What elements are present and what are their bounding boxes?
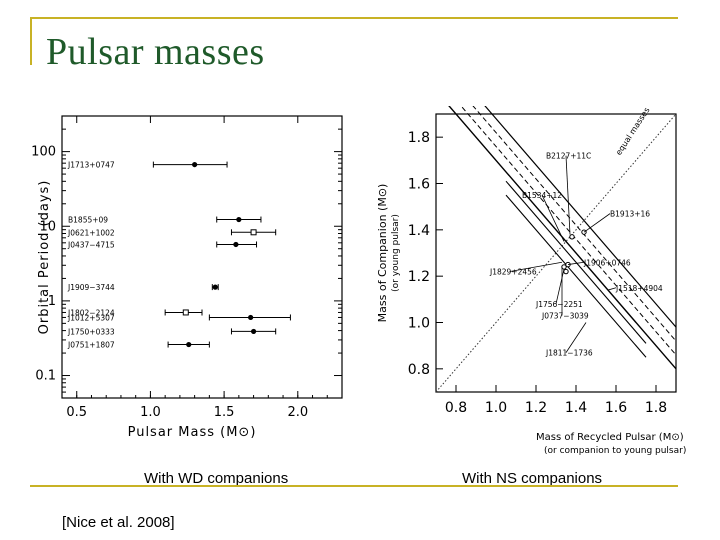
pulsar-label: J0621+1002	[67, 228, 115, 237]
data-point	[236, 216, 242, 223]
frame-bottom-line	[30, 485, 678, 487]
pulsar-label: J1802−2124	[67, 308, 115, 317]
y-tick-label: 0.1	[35, 369, 56, 384]
x-tick-label: 0.8	[445, 400, 467, 416]
y-tick-label: 1.6	[408, 177, 430, 193]
slide-title: Pulsar masses	[46, 31, 265, 73]
y-tick-label: 10	[39, 219, 56, 234]
pulsar-label: J1829+2456	[489, 268, 537, 277]
pulsar-label: J0751+1807	[67, 341, 115, 350]
wd-companions-chart: 0.5 1.0 1.5 2.0 0.1 1 10 100 J1713+0747 B1855+09 J…	[31, 115, 343, 440]
pulsar-label: B1534+12	[522, 191, 562, 200]
frame-left-line	[30, 17, 32, 65]
x-axis-sublabel: (or companion to young pulsar)	[544, 446, 686, 456]
pointer-line	[607, 287, 617, 291]
data-point	[192, 161, 198, 168]
plot-frame	[435, 113, 677, 393]
pointer-line	[541, 194, 565, 242]
x-tick-label: 1.5	[214, 405, 235, 420]
y-tick-label: 1.2	[408, 269, 430, 285]
mass-constraint-line	[484, 106, 677, 328]
data-point	[186, 341, 192, 348]
pointer-line	[565, 155, 571, 235]
y-tick-label: 0.8	[408, 362, 430, 378]
data-point-open	[182, 309, 189, 316]
x-tick-label: 1.0	[140, 405, 161, 420]
j1518-constraint-line	[505, 194, 647, 358]
pulsar-label: J0437−4715	[67, 240, 115, 249]
y-tick-label: 1.0	[408, 316, 430, 332]
pulsar-label: B1913+16	[610, 210, 650, 219]
pointer-line	[583, 213, 611, 233]
x-tick-label: 0.5	[66, 405, 87, 420]
y-tick-label: 1.8	[408, 130, 430, 146]
pointer-line	[567, 261, 585, 265]
data-point-open	[250, 229, 257, 236]
y-axis-label: Mass of Companion (M⊙)	[376, 184, 389, 323]
j1518-constraint-line	[505, 180, 647, 344]
pulsar-label: J1756−2251	[535, 300, 583, 309]
pointer-line	[555, 269, 565, 305]
x-axis-label: Pulsar Mass (M⊙)	[128, 425, 257, 440]
data-point	[250, 328, 257, 335]
pulsar-label: J1518+4904	[615, 284, 663, 293]
pulsar-label: J1713+0747	[67, 161, 115, 170]
pointer-line	[509, 261, 563, 272]
x-axis-label: Mass of Recycled Pulsar (M⊙)	[536, 432, 684, 443]
pulsar-label: J0737−3039	[541, 312, 589, 321]
mass-measurement-point	[561, 264, 567, 270]
caption-ns-companions: With NS companions	[462, 470, 603, 487]
citation: [Nice et al. 2008]	[62, 514, 175, 531]
mass-measurement-point	[569, 234, 575, 240]
mass-constraint-line	[448, 106, 677, 370]
plot-frame	[61, 115, 343, 399]
ns-companions-chart: 0.8 1.0 1.2 1.4 1.6 1.80.81.01.21.41.61.8 equa…	[376, 106, 686, 456]
y-tick-label: 1.4	[408, 223, 430, 239]
mass-constraint-line	[460, 106, 677, 356]
data-point	[233, 241, 239, 248]
x-tick-label: 1.4	[565, 400, 587, 416]
y-axis-label: Orbital Period (days)	[37, 180, 52, 335]
data-point	[248, 314, 254, 321]
x-tick-label: 1.2	[525, 400, 547, 416]
data-point	[212, 284, 218, 290]
x-tick-label: 2.0	[287, 405, 308, 420]
pulsar-label: B1855+09	[68, 216, 108, 225]
y-tick-label: 100	[31, 145, 56, 160]
pulsar-label: J1750+0333	[67, 327, 115, 336]
x-tick-label: 1.6	[605, 400, 627, 416]
pulsar-label: J1906+0746	[583, 258, 631, 267]
y-tick-label: 1	[48, 294, 56, 309]
pointer-line	[565, 322, 587, 353]
mass-measurement-point	[563, 268, 569, 275]
x-tick-label: 1.0	[485, 400, 507, 416]
frame-top-line	[30, 17, 678, 19]
y-axis-sublabel: (or young pulsar)	[391, 214, 401, 292]
mass-constraint-line	[472, 106, 677, 342]
pulsar-label: B2127+11C	[546, 152, 591, 161]
x-tick-label: 1.8	[645, 400, 667, 416]
pulsar-label: J1909−3744	[67, 283, 115, 292]
pulsar-label: J1012+5307	[67, 313, 115, 322]
caption-wd-companions: With WD companions	[144, 470, 289, 487]
pulsar-label: J1811−1736	[545, 349, 593, 358]
